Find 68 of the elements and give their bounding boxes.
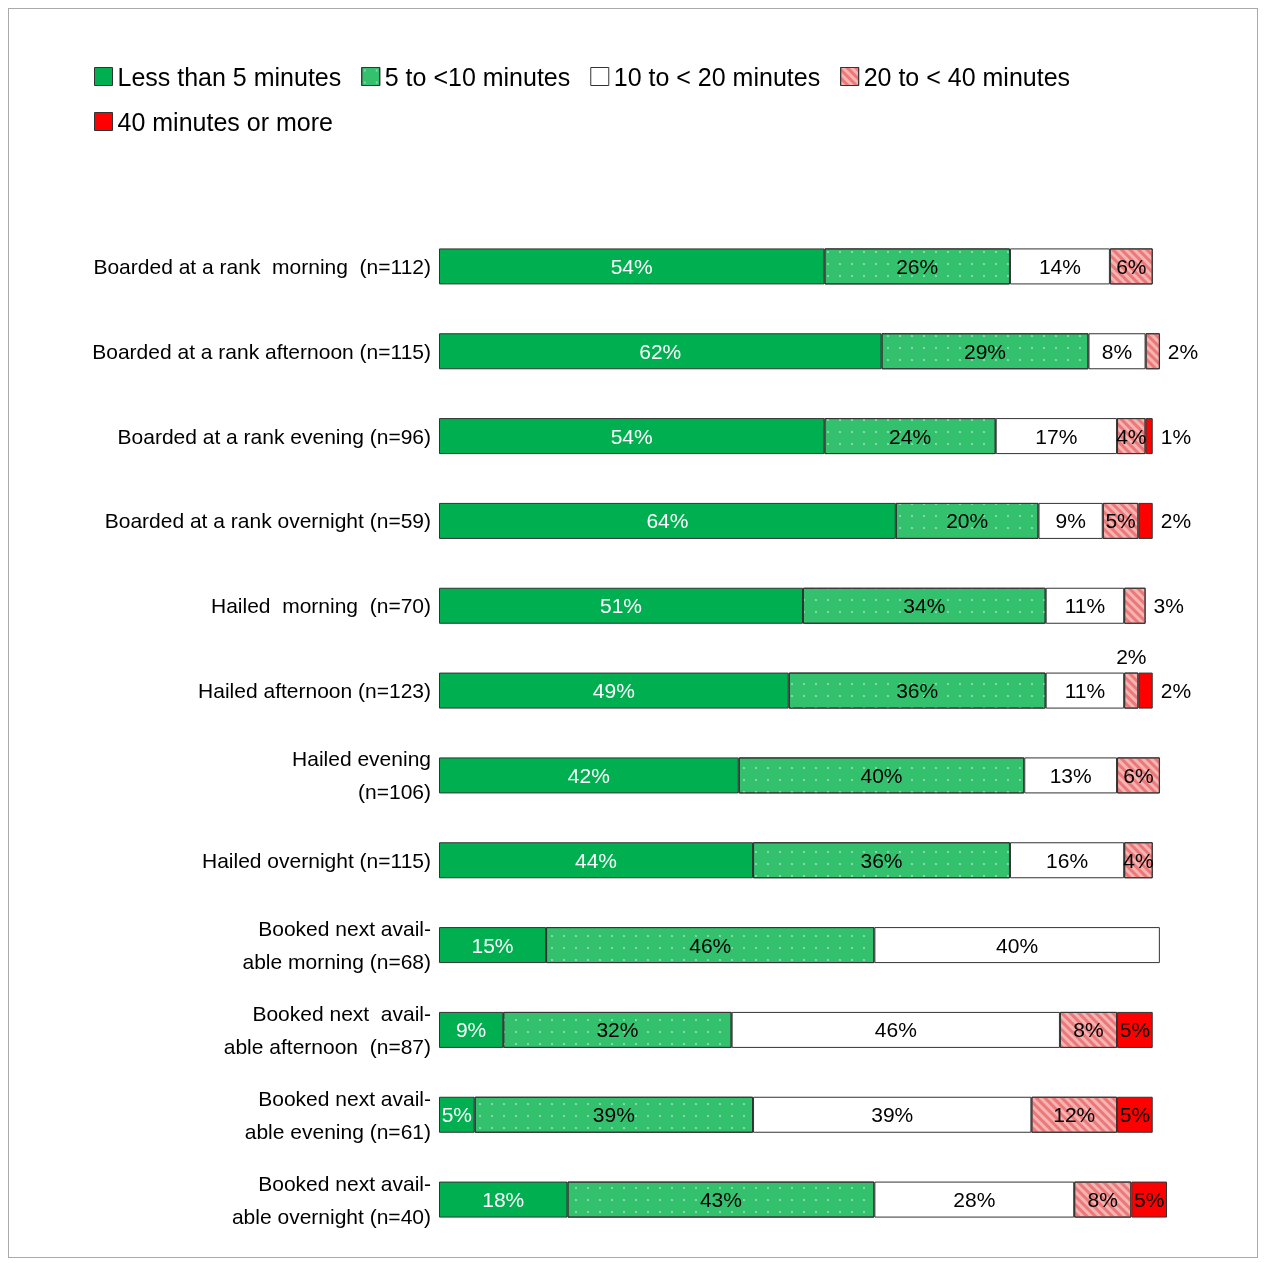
data-label: 46% <box>689 933 732 957</box>
data-label: 13% <box>1049 763 1092 787</box>
data-label: 54% <box>610 424 653 448</box>
legend-label: 40 minutes or more <box>117 107 333 136</box>
data-label: 5% <box>441 1103 473 1127</box>
data-label: 9% <box>1055 509 1086 533</box>
data-label: 6% <box>1123 763 1154 787</box>
data-label: 29% <box>963 339 1007 363</box>
data-label: 9% <box>455 1018 487 1042</box>
y-tick-label: Hailed evening (n=106) <box>292 747 431 804</box>
data-label: 34% <box>903 594 946 618</box>
data-label: 17% <box>1035 424 1078 448</box>
data-label: 2% <box>1160 509 1192 533</box>
y-tick-label: Booked next avail- able evening (n=61) <box>244 1086 431 1143</box>
data-label: 5% <box>1105 509 1136 533</box>
y-tick-label: Boarded at a rank overnight (n=59) <box>104 509 431 533</box>
data-label: 36% <box>860 848 903 872</box>
data-label: 42% <box>567 763 610 787</box>
data-label: 26% <box>896 254 939 278</box>
legend-label: 5 to <10 minutes <box>384 62 571 91</box>
data-label: 43% <box>699 1188 742 1212</box>
data-label: 5% <box>1119 1018 1151 1042</box>
data-label: 6% <box>1116 254 1147 278</box>
data-label: 32% <box>596 1018 639 1042</box>
data-label: 2% <box>1160 679 1192 703</box>
data-label: 5% <box>1119 1103 1151 1127</box>
y-tick-label: Hailed morning (n=70) <box>210 594 431 618</box>
data-label: 15% <box>471 933 514 957</box>
y-tick-label: Booked next avail- able afternoon (n=87) <box>223 1001 431 1058</box>
data-label: 5% <box>1133 1188 1165 1212</box>
data-label: 44% <box>575 848 618 872</box>
y-tick-label: Boarded at a rank morning (n=112) <box>93 254 431 278</box>
data-label: 40% <box>996 933 1039 957</box>
data-label: 11% <box>1064 594 1106 618</box>
y-tick-label: Booked next avail- able overnight (n=40) <box>231 1171 431 1228</box>
data-label: 12% <box>1053 1103 1096 1127</box>
data-label: 54% <box>610 254 653 278</box>
legend-label: Less than 5 minutes <box>117 62 342 91</box>
data-label: 62% <box>639 339 682 363</box>
data-label: 46% <box>874 1018 917 1042</box>
y-tick-label: Boarded at a rank evening (n=96) <box>117 424 431 448</box>
data-label: 8% <box>1101 339 1133 363</box>
data-label: 51% <box>599 594 643 618</box>
data-label: 64% <box>646 509 689 533</box>
data-label: 2% <box>1167 339 1199 363</box>
data-label: 40% <box>860 763 903 787</box>
data-label: 8% <box>1087 1188 1118 1212</box>
data-label: 3% <box>1153 594 1184 618</box>
data-label: 11% <box>1064 679 1106 703</box>
legend-label: 20 to < 40 minutes <box>863 62 1071 91</box>
legend-label: 10 to < 20 minutes <box>613 62 821 91</box>
data-label: 20% <box>946 509 989 533</box>
y-tick-label: Hailed overnight (n=115) <box>201 848 431 872</box>
y-tick-label: Boarded at a rank afternoon (n=115) <box>92 339 431 363</box>
data-label: 39% <box>592 1103 635 1127</box>
data-label: 14% <box>1038 254 1081 278</box>
data-label: 18% <box>482 1188 525 1212</box>
data-label: 8% <box>1073 1018 1104 1042</box>
data-label: 16% <box>1046 848 1089 872</box>
y-tick-label: Hailed afternoon (n=123) <box>198 679 431 703</box>
y-tick-label: Booked next avail- able morning (n=68) <box>242 917 431 974</box>
data-label: 36% <box>896 679 939 703</box>
data-label: 1% <box>1160 424 1192 448</box>
data-label: 2% <box>1116 644 1147 668</box>
data-label: 28% <box>953 1188 996 1212</box>
data-label: 39% <box>871 1103 914 1127</box>
data-label: 49% <box>592 679 635 703</box>
data-label: 24% <box>889 424 932 448</box>
